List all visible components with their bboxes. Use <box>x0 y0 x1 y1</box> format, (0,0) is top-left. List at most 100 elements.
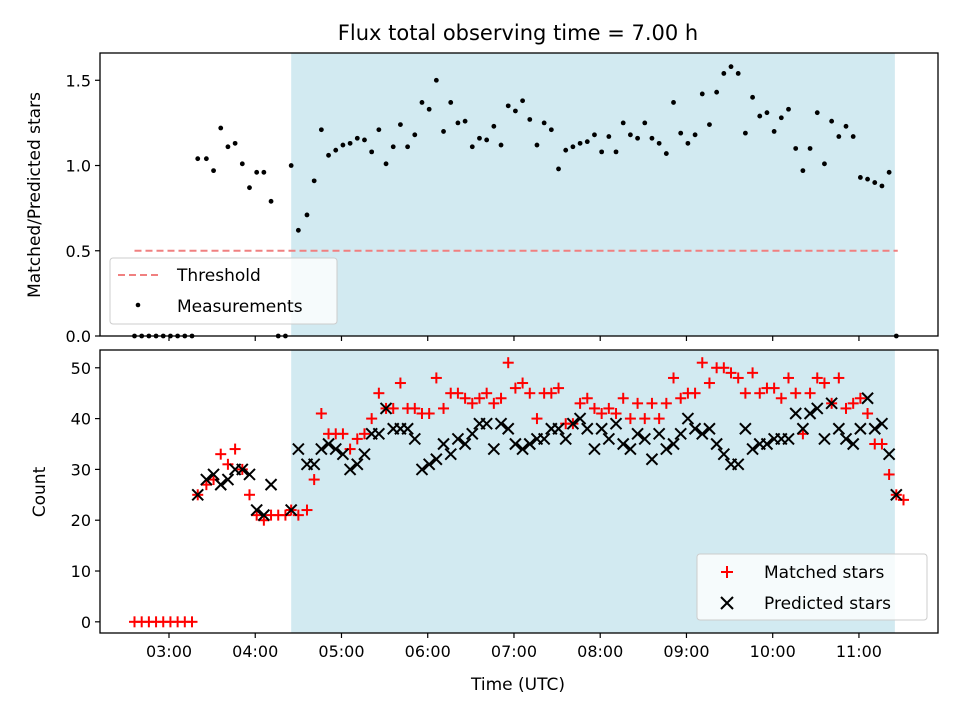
data-point <box>292 442 305 456</box>
data-point-d2 <box>731 458 745 471</box>
bottom-legend-matched-swatch <box>721 566 733 578</box>
data-point <box>707 122 712 128</box>
data-point <box>710 437 723 451</box>
data-point <box>462 118 468 124</box>
data-point-d2 <box>351 458 364 471</box>
data-point-d2 <box>408 432 421 446</box>
top-y-axis-label: Matched/Predicted stars <box>25 92 45 298</box>
data-point <box>638 432 651 446</box>
top-plot-frame <box>99 52 939 337</box>
data-point-d2 <box>882 447 896 461</box>
data-point <box>379 402 393 415</box>
data-point <box>524 387 536 399</box>
data-point-d2 <box>811 402 824 415</box>
data-point <box>373 387 385 399</box>
data-point <box>531 413 543 425</box>
data-point-d2 <box>861 392 874 405</box>
data-point <box>613 149 619 155</box>
data-point-d2 <box>343 463 357 476</box>
data-point-d2 <box>509 437 522 451</box>
data-point-d2 <box>789 407 802 420</box>
bottom-series-predicted-stars <box>191 392 903 522</box>
data-point <box>387 402 399 414</box>
data-point <box>811 402 824 415</box>
data-point <box>288 163 294 168</box>
data-point <box>731 458 745 471</box>
top-y-tick-label: 1.0 <box>66 157 91 176</box>
data-point <box>195 156 201 162</box>
data-point <box>645 453 659 466</box>
data-point <box>728 64 734 70</box>
data-point <box>548 127 554 133</box>
data-point <box>284 503 298 517</box>
data-point <box>717 447 731 461</box>
data-point <box>718 362 730 374</box>
data-point-d2 <box>573 412 587 425</box>
data-point-d2 <box>688 422 702 435</box>
data-point-d2 <box>890 488 903 502</box>
top-legend-box <box>109 257 338 325</box>
data-point <box>581 422 594 435</box>
data-point <box>537 432 551 446</box>
data-point-d2 <box>746 442 759 456</box>
data-point <box>215 448 227 460</box>
data-point-d2 <box>660 442 673 456</box>
data-point <box>850 134 856 139</box>
data-point-d2 <box>868 422 881 435</box>
data-point <box>430 372 442 384</box>
data-point-d2 <box>372 427 386 441</box>
data-point <box>441 129 446 134</box>
data-point <box>671 100 676 105</box>
data-point-d2 <box>401 422 414 435</box>
data-point-d2 <box>796 422 810 435</box>
data-point <box>458 437 472 451</box>
data-point <box>771 129 777 134</box>
data-point <box>674 427 687 441</box>
data-point <box>329 442 342 456</box>
data-point-d2 <box>451 432 465 446</box>
data-point <box>559 432 572 446</box>
data-point <box>807 146 813 151</box>
data-point <box>513 108 518 114</box>
bottom-x-tick-label: 11:00 <box>836 642 882 661</box>
data-point <box>675 392 687 404</box>
bottom-x-tick-label: 07:00 <box>491 642 537 661</box>
data-point <box>862 408 874 420</box>
data-point <box>268 198 274 204</box>
bottom-x-tick-label: 08:00 <box>577 642 623 661</box>
bottom-legend-predicted-swatch <box>720 596 734 610</box>
data-point <box>793 146 799 151</box>
data-point <box>232 140 238 146</box>
data-point <box>254 169 260 175</box>
data-point <box>354 135 360 141</box>
top-legend-threshold-label: Threshold <box>176 266 261 286</box>
data-point-d2 <box>624 442 637 456</box>
data-point <box>243 468 256 481</box>
data-point <box>459 392 471 404</box>
data-point <box>488 397 500 409</box>
data-point <box>778 115 784 121</box>
data-point <box>875 417 889 430</box>
data-point <box>814 110 820 116</box>
data-point <box>415 463 429 476</box>
data-point-d2 <box>552 422 565 435</box>
bottom-legend: Matched stars Predicted stars <box>696 553 928 621</box>
data-point <box>584 139 590 145</box>
data-point <box>840 402 852 414</box>
data-point <box>358 428 370 440</box>
data-point <box>556 166 561 172</box>
data-point <box>610 408 622 420</box>
data-point-d2 <box>207 468 220 481</box>
data-point <box>632 397 644 409</box>
data-point-d2 <box>825 397 838 410</box>
data-point <box>692 132 698 138</box>
data-point <box>261 169 267 175</box>
data-point <box>667 437 680 451</box>
data-point-d2 <box>200 473 213 486</box>
data-point <box>832 422 846 435</box>
data-point <box>573 412 587 425</box>
data-point <box>668 372 680 384</box>
data-point-d2 <box>696 427 709 441</box>
data-point <box>422 458 436 471</box>
data-point-d2 <box>315 442 328 456</box>
